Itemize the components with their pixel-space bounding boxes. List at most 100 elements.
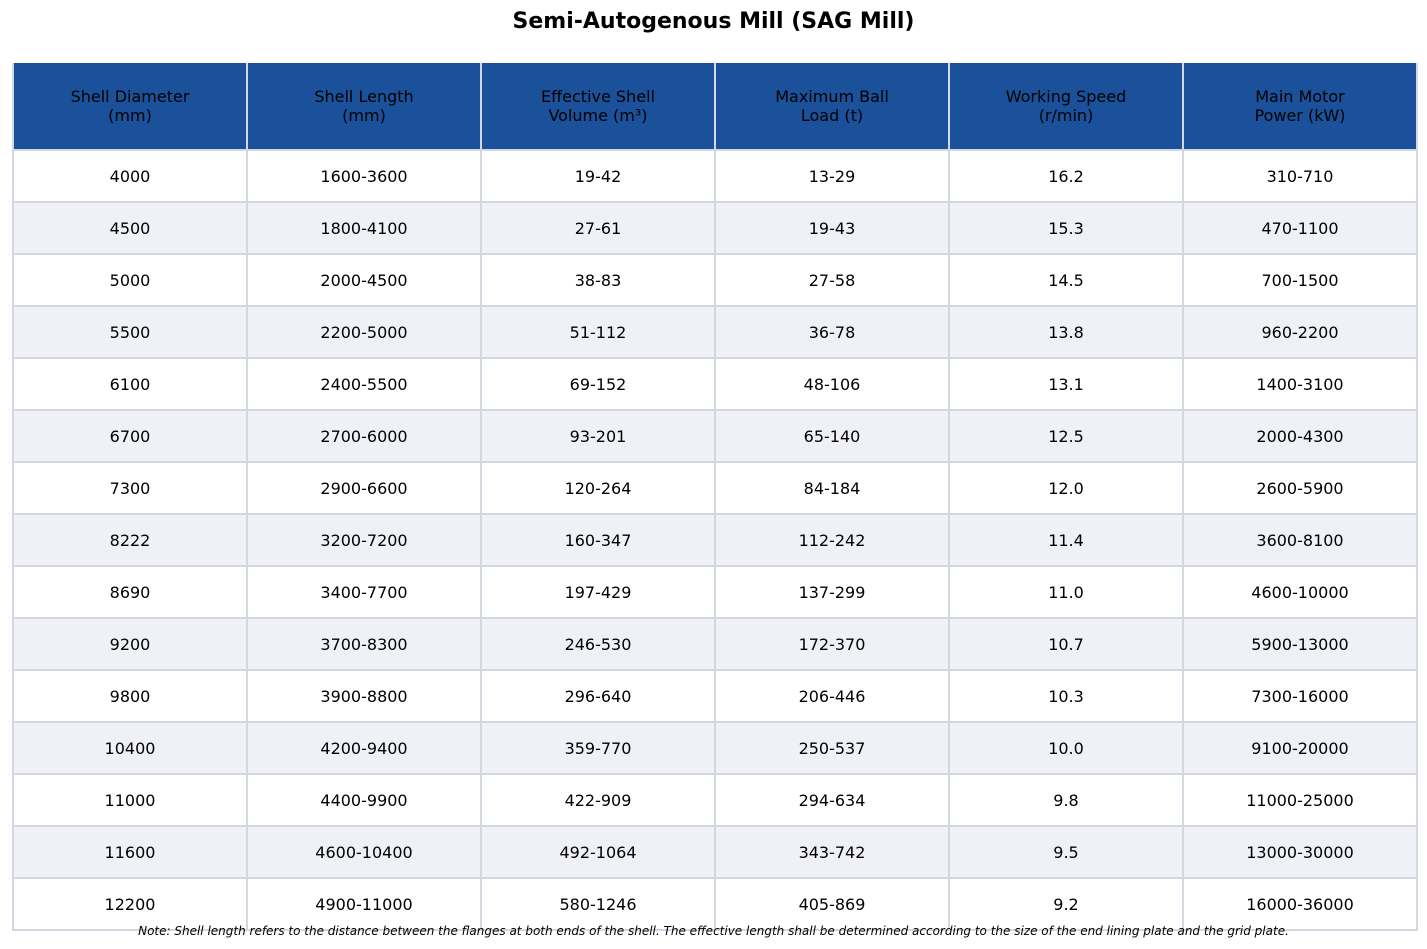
cell-shell-length: 1600-3600 xyxy=(246,149,482,203)
cell-shell-length: 3900-8800 xyxy=(246,669,482,723)
cell-effective-shell-volume: 51-112 xyxy=(480,305,716,359)
cell-working-speed: 9.8 xyxy=(948,773,1184,827)
table-row: 8690 3400-7700 197-429 137-299 11.0 4600-1000… xyxy=(12,565,1418,619)
cell-shell-diameter: 5500 xyxy=(12,305,248,359)
cell-maximum-ball-load: 206-446 xyxy=(714,669,950,723)
cell-working-speed: 10.0 xyxy=(948,721,1184,775)
cell-working-speed: 10.7 xyxy=(948,617,1184,671)
table-row: 6700 2700-6000 93-201 65-140 12.5 2000-4300 xyxy=(12,409,1418,463)
cell-shell-diameter: 11600 xyxy=(12,825,248,879)
cell-shell-diameter: 7300 xyxy=(12,461,248,515)
cell-effective-shell-volume: 422-909 xyxy=(480,773,716,827)
cell-shell-length: 4600-10400 xyxy=(246,825,482,879)
cell-maximum-ball-load: 84-184 xyxy=(714,461,950,515)
table-row: 7300 2900-6600 120-264 84-184 12.0 2600-5900 xyxy=(12,461,1418,515)
table-row: 9200 3700-8300 246-530 172-370 10.7 5900-1300… xyxy=(12,617,1418,671)
cell-working-speed: 14.5 xyxy=(948,253,1184,307)
cell-shell-length: 3200-7200 xyxy=(246,513,482,567)
cell-main-motor-power: 7300-16000 xyxy=(1182,669,1418,723)
cell-shell-diameter: 5000 xyxy=(12,253,248,307)
cell-shell-diameter: 6700 xyxy=(12,409,248,463)
table-row: 6100 2400-5500 69-152 48-106 13.1 1400-3100 xyxy=(12,357,1418,411)
table-row: 5500 2200-5000 51-112 36-78 13.8 960-2200 xyxy=(12,305,1418,359)
cell-main-motor-power: 3600-8100 xyxy=(1182,513,1418,567)
table-row: 4000 1600-3600 19-42 13-29 16.2 310-710 xyxy=(12,149,1418,203)
cell-working-speed: 11.0 xyxy=(948,565,1184,619)
header-main-motor-power: Main Motor Power (kW) xyxy=(1182,63,1418,151)
header-maximum-ball-load: Maximum Ball Load (t) xyxy=(714,63,950,151)
cell-shell-diameter: 9200 xyxy=(12,617,248,671)
cell-maximum-ball-load: 172-370 xyxy=(714,617,950,671)
cell-shell-diameter: 12200 xyxy=(12,877,248,931)
cell-main-motor-power: 5900-13000 xyxy=(1182,617,1418,671)
page-title: Semi-Autogenous Mill (SAG Mill) xyxy=(512,9,915,34)
cell-working-speed: 13.1 xyxy=(948,357,1184,411)
table-row: 4500 1800-4100 27-61 19-43 15.3 470-1100 xyxy=(12,201,1418,255)
cell-working-speed: 16.2 xyxy=(948,149,1184,203)
cell-effective-shell-volume: 197-429 xyxy=(480,565,716,619)
table-row: 10400 4200-9400 359-770 250-537 10.0 9100-200… xyxy=(12,721,1418,775)
cell-main-motor-power: 4600-10000 xyxy=(1182,565,1418,619)
cell-effective-shell-volume: 160-347 xyxy=(480,513,716,567)
table-row: 8222 3200-7200 160-347 112-242 11.4 3600-8100 xyxy=(12,513,1418,567)
cell-shell-length: 4400-9900 xyxy=(246,773,482,827)
cell-working-speed: 13.8 xyxy=(948,305,1184,359)
cell-shell-diameter: 6100 xyxy=(12,357,248,411)
header-shell-length: Shell Length (mm) xyxy=(246,63,482,151)
cell-main-motor-power: 1400-3100 xyxy=(1182,357,1418,411)
cell-working-speed: 12.5 xyxy=(948,409,1184,463)
cell-shell-diameter: 8690 xyxy=(12,565,248,619)
header-effective-shell-volume: Effective Shell Volume (m³) xyxy=(480,63,716,151)
cell-shell-diameter: 10400 xyxy=(12,721,248,775)
cell-shell-length: 3700-8300 xyxy=(246,617,482,671)
cell-effective-shell-volume: 19-42 xyxy=(480,149,716,203)
table-row: 12200 4900-11000 580-1246 405-869 9.2 16000-3… xyxy=(12,877,1418,931)
table-row: 5000 2000-4500 38-83 27-58 14.5 700-1500 xyxy=(12,253,1418,307)
spec-table: Shell Diameter (mm) Shell Length (mm) Ef… xyxy=(12,63,1418,931)
cell-shell-length: 1800-4100 xyxy=(246,201,482,255)
cell-main-motor-power: 2000-4300 xyxy=(1182,409,1418,463)
cell-shell-length: 2200-5000 xyxy=(246,305,482,359)
cell-shell-diameter: 9800 xyxy=(12,669,248,723)
cell-maximum-ball-load: 112-242 xyxy=(714,513,950,567)
cell-effective-shell-volume: 246-530 xyxy=(480,617,716,671)
cell-maximum-ball-load: 27-58 xyxy=(714,253,950,307)
cell-maximum-ball-load: 405-869 xyxy=(714,877,950,931)
cell-effective-shell-volume: 38-83 xyxy=(480,253,716,307)
footnote: Note: Shell length refers to the distanc… xyxy=(138,924,1289,938)
cell-maximum-ball-load: 65-140 xyxy=(714,409,950,463)
table-row: 11600 4600-10400 492-1064 343-742 9.5 13000-3… xyxy=(12,825,1418,879)
cell-shell-diameter: 4500 xyxy=(12,201,248,255)
cell-main-motor-power: 11000-25000 xyxy=(1182,773,1418,827)
cell-effective-shell-volume: 93-201 xyxy=(480,409,716,463)
cell-shell-length: 2900-6600 xyxy=(246,461,482,515)
cell-shell-diameter: 4000 xyxy=(12,149,248,203)
cell-maximum-ball-load: 48-106 xyxy=(714,357,950,411)
header-shell-diameter: Shell Diameter (mm) xyxy=(12,63,248,151)
cell-working-speed: 11.4 xyxy=(948,513,1184,567)
cell-shell-length: 2700-6000 xyxy=(246,409,482,463)
cell-maximum-ball-load: 36-78 xyxy=(714,305,950,359)
cell-shell-diameter: 8222 xyxy=(12,513,248,567)
cell-shell-length: 4200-9400 xyxy=(246,721,482,775)
cell-maximum-ball-load: 250-537 xyxy=(714,721,950,775)
cell-main-motor-power: 16000-36000 xyxy=(1182,877,1418,931)
cell-working-speed: 10.3 xyxy=(948,669,1184,723)
cell-effective-shell-volume: 296-640 xyxy=(480,669,716,723)
table-header-row: Shell Diameter (mm) Shell Length (mm) Ef… xyxy=(12,63,1418,151)
cell-working-speed: 15.3 xyxy=(948,201,1184,255)
cell-effective-shell-volume: 120-264 xyxy=(480,461,716,515)
cell-working-speed: 9.2 xyxy=(948,877,1184,931)
cell-main-motor-power: 9100-20000 xyxy=(1182,721,1418,775)
cell-shell-length: 4900-11000 xyxy=(246,877,482,931)
cell-main-motor-power: 2600-5900 xyxy=(1182,461,1418,515)
cell-effective-shell-volume: 69-152 xyxy=(480,357,716,411)
cell-maximum-ball-load: 137-299 xyxy=(714,565,950,619)
cell-main-motor-power: 13000-30000 xyxy=(1182,825,1418,879)
cell-maximum-ball-load: 343-742 xyxy=(714,825,950,879)
cell-maximum-ball-load: 13-29 xyxy=(714,149,950,203)
cell-shell-length: 3400-7700 xyxy=(246,565,482,619)
cell-shell-diameter: 11000 xyxy=(12,773,248,827)
header-working-speed: Working Speed (r/min) xyxy=(948,63,1184,151)
cell-effective-shell-volume: 580-1246 xyxy=(480,877,716,931)
